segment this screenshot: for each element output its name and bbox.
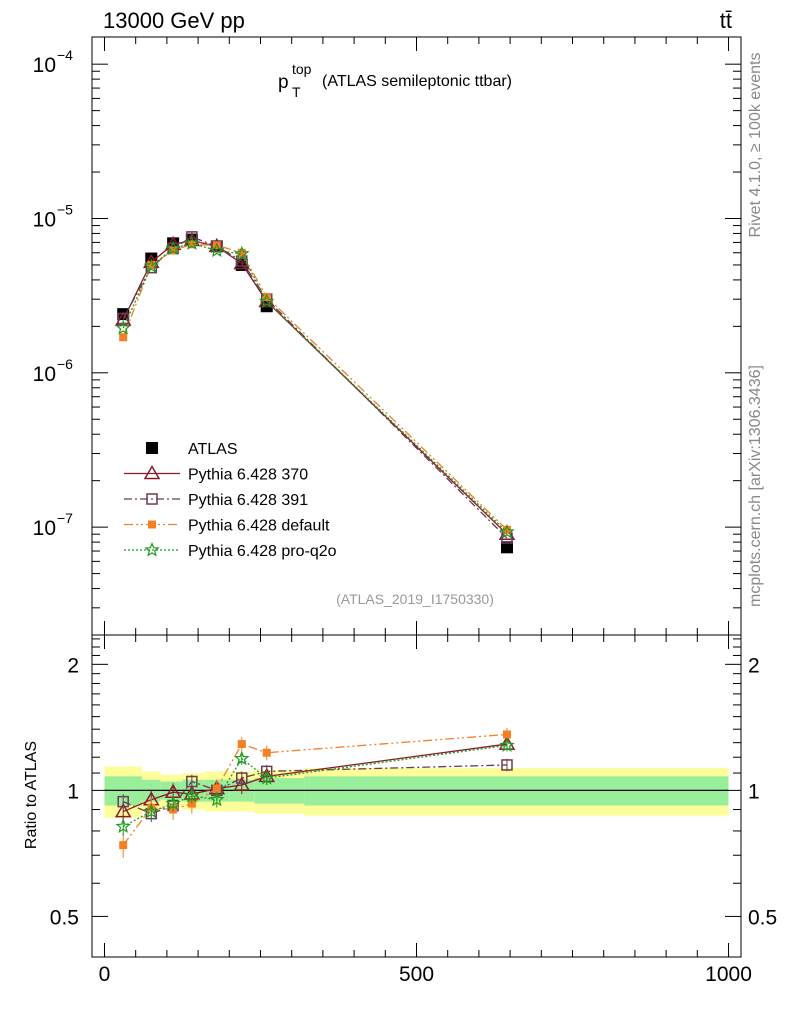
data-point bbox=[499, 523, 515, 539]
y-tick-label: 10 bbox=[33, 54, 56, 77]
ratio-point bbox=[186, 775, 198, 788]
ratio-series bbox=[114, 727, 516, 858]
legend-marker bbox=[146, 493, 158, 505]
ratio-tick-label-right: 2 bbox=[748, 654, 760, 677]
data-point bbox=[234, 245, 250, 261]
legend-marker bbox=[148, 520, 156, 529]
axes bbox=[91, 36, 742, 958]
ratio-point bbox=[502, 730, 511, 739]
series-line-main bbox=[122, 243, 508, 531]
ratio-point bbox=[117, 795, 129, 808]
legend-label: Pythia 6.428 391 bbox=[188, 492, 308, 509]
title-sup: top bbox=[292, 61, 312, 77]
legend-label: ATLAS bbox=[188, 441, 238, 458]
analysis-tag: (ATLAS_2019_I1750330) bbox=[336, 591, 494, 607]
legend-marker bbox=[144, 541, 160, 557]
data-point bbox=[258, 293, 275, 309]
data-point bbox=[262, 292, 271, 301]
plot-title: p bbox=[278, 72, 289, 93]
y-tick-exponent: −4 bbox=[57, 47, 73, 63]
legend-label: Pythia 6.428 pro-q2o bbox=[188, 543, 337, 560]
ratio-point bbox=[184, 787, 200, 803]
rivet-label: Rivet 4.1.0, ≥ 100k events bbox=[747, 53, 764, 238]
data-point bbox=[237, 248, 246, 257]
ratio-point bbox=[499, 737, 515, 753]
ratio-point bbox=[262, 748, 271, 757]
legend-label: Pythia 6.428 370 bbox=[188, 467, 308, 484]
header-right: tt̄ bbox=[720, 8, 732, 33]
x-tick-label: 0 bbox=[99, 963, 111, 986]
title-main: p bbox=[278, 72, 289, 93]
header-left: 13000 GeV pp bbox=[103, 8, 245, 33]
ratio-point bbox=[143, 803, 160, 819]
ratio-tick-label-right: 1 bbox=[748, 780, 760, 803]
data-point bbox=[119, 333, 128, 342]
ratio-tick-label-right: 0.5 bbox=[748, 906, 777, 929]
data-point bbox=[143, 258, 160, 273]
data-point bbox=[117, 312, 129, 325]
ratio-point bbox=[501, 759, 513, 771]
ratio-point bbox=[233, 776, 251, 791]
ratio-point bbox=[237, 740, 246, 749]
title-sub: T bbox=[292, 84, 301, 100]
ratio-point bbox=[115, 818, 131, 834]
y-tick-exponent: −7 bbox=[57, 510, 73, 526]
ratio-point bbox=[236, 772, 248, 784]
ratio-point bbox=[114, 803, 132, 818]
data-point bbox=[187, 240, 196, 249]
data-point bbox=[147, 260, 156, 269]
legend-marker bbox=[143, 465, 161, 480]
ratio-tick-label-left: 1 bbox=[67, 780, 79, 803]
ratio-point bbox=[165, 795, 181, 811]
data-point bbox=[233, 255, 251, 270]
ratio-point bbox=[258, 769, 275, 785]
data-point bbox=[115, 319, 131, 335]
ratio-point bbox=[119, 841, 128, 850]
mcplots-label: mcplots.cern.ch [arXiv:1306.3436] bbox=[747, 365, 764, 607]
y-tick-exponent: −5 bbox=[57, 201, 73, 217]
legend-label: Pythia 6.428 default bbox=[188, 518, 330, 535]
ratio-point bbox=[212, 784, 221, 793]
x-tick-label: 1000 bbox=[705, 963, 752, 986]
data-point bbox=[209, 242, 225, 258]
data-point bbox=[184, 235, 200, 250]
y-tick-label: 10 bbox=[33, 517, 56, 540]
x-tick-label: 500 bbox=[399, 963, 434, 986]
series-line-main bbox=[122, 239, 508, 535]
series-line-main bbox=[122, 236, 508, 539]
data-point bbox=[165, 240, 181, 256]
data-point bbox=[502, 525, 511, 534]
y-tick-label: 10 bbox=[33, 208, 56, 231]
ratio-tick-label-left: 0.5 bbox=[50, 906, 79, 929]
y-tick-label: 10 bbox=[33, 363, 56, 386]
ratio-point bbox=[234, 750, 250, 766]
data-point bbox=[500, 541, 513, 554]
y-tick-exponent: −6 bbox=[57, 356, 73, 372]
ratio-tick-label-left: 2 bbox=[67, 654, 79, 677]
legend: ATLAS Pythia 6.428 370 Pythia 6.428 391 Pyt… bbox=[124, 441, 337, 560]
title-suffix: (ATLAS semileptonic ttbar) bbox=[322, 73, 512, 90]
ratio-ylabel: Ratio to ATLAS bbox=[23, 741, 40, 849]
series-line-main bbox=[122, 242, 508, 533]
main-series bbox=[114, 231, 516, 554]
ratio-point bbox=[209, 791, 225, 807]
legend-marker bbox=[146, 442, 158, 454]
